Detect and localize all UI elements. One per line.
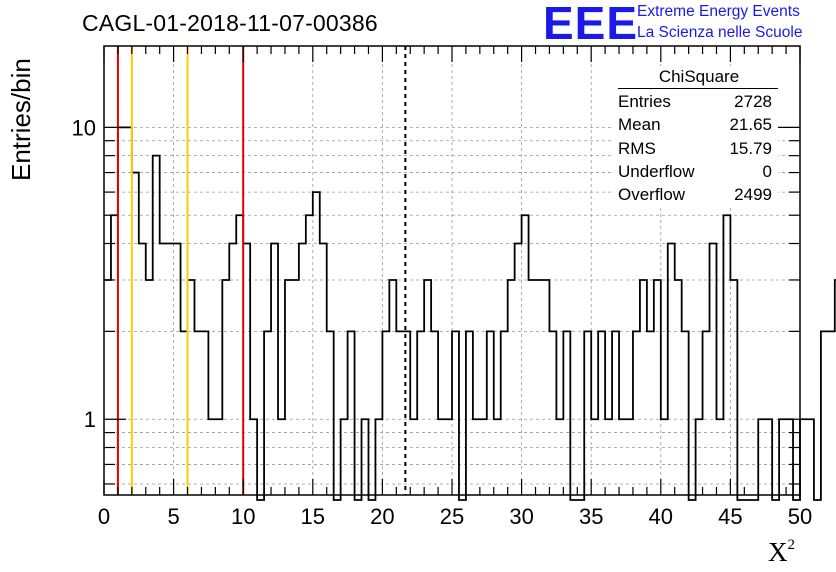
- axis-ticks: [103, 46, 801, 495]
- stats-value: 21.65: [729, 115, 772, 135]
- stats-label: Overflow: [618, 185, 686, 205]
- stats-rows: Entries 2728 Mean 21.65 RMS 15.79 Underflow 0 Ov…: [612, 90, 778, 206]
- x-tick-label: 35: [579, 504, 603, 529]
- y-axis-label: Entries/bin: [6, 58, 36, 181]
- x-tick-label: 30: [509, 504, 533, 529]
- x-axis-label: X2: [768, 537, 795, 567]
- stats-row-mean: Mean 21.65: [612, 113, 778, 136]
- eee-logo: EEE: [543, 0, 639, 49]
- stats-label: Entries: [618, 92, 671, 111]
- x-tick-label: 50: [788, 504, 812, 529]
- stats-value: 2499: [734, 185, 772, 205]
- vertical-markers: [116, 46, 407, 495]
- x-tick-label: 10: [231, 504, 255, 529]
- x-tick-label: 5: [167, 504, 179, 529]
- y-tick-label: 1: [84, 407, 96, 432]
- stats-row-entries: Entries 2728: [612, 90, 778, 113]
- logo-text-line2: La Scienza nelle Scuole: [637, 24, 803, 41]
- stats-label: RMS: [618, 138, 656, 158]
- stats-label: Underflow: [618, 161, 695, 181]
- chart-title: CAGL-01-2018-11-07-00386: [82, 10, 378, 36]
- histogram-outline: [104, 126, 836, 501]
- stats-value: 15.79: [729, 138, 772, 158]
- x-tick-label: 40: [649, 504, 673, 529]
- stats-row-rms: RMS 15.79: [612, 137, 778, 160]
- y-tick-label: 10: [72, 115, 96, 140]
- stats-row-overflow: Overflow 2499: [612, 183, 778, 206]
- stats-label: Mean: [618, 115, 661, 135]
- x-tick-label: 20: [370, 504, 394, 529]
- x-tick-label: 0: [98, 504, 110, 529]
- stats-value: 2728: [734, 92, 772, 111]
- stats-box: ChiSquare Entries 2728 Mean 21.65 RMS 15.79 Un…: [612, 66, 778, 207]
- stats-title: ChiSquare: [618, 66, 778, 89]
- x-tick-label: 25: [440, 504, 464, 529]
- x-tick-label: 45: [718, 504, 742, 529]
- stats-row-underflow: Underflow 0: [612, 160, 778, 183]
- logo-text-line1: Extreme Energy Events: [637, 3, 800, 20]
- stats-value: 0: [762, 161, 772, 181]
- histogram-bars: [104, 126, 836, 501]
- x-tick-label: 15: [301, 504, 325, 529]
- axis-tick-labels: 0 5 10 15 20 25 30 35 40 45 50 1 10: [72, 115, 813, 529]
